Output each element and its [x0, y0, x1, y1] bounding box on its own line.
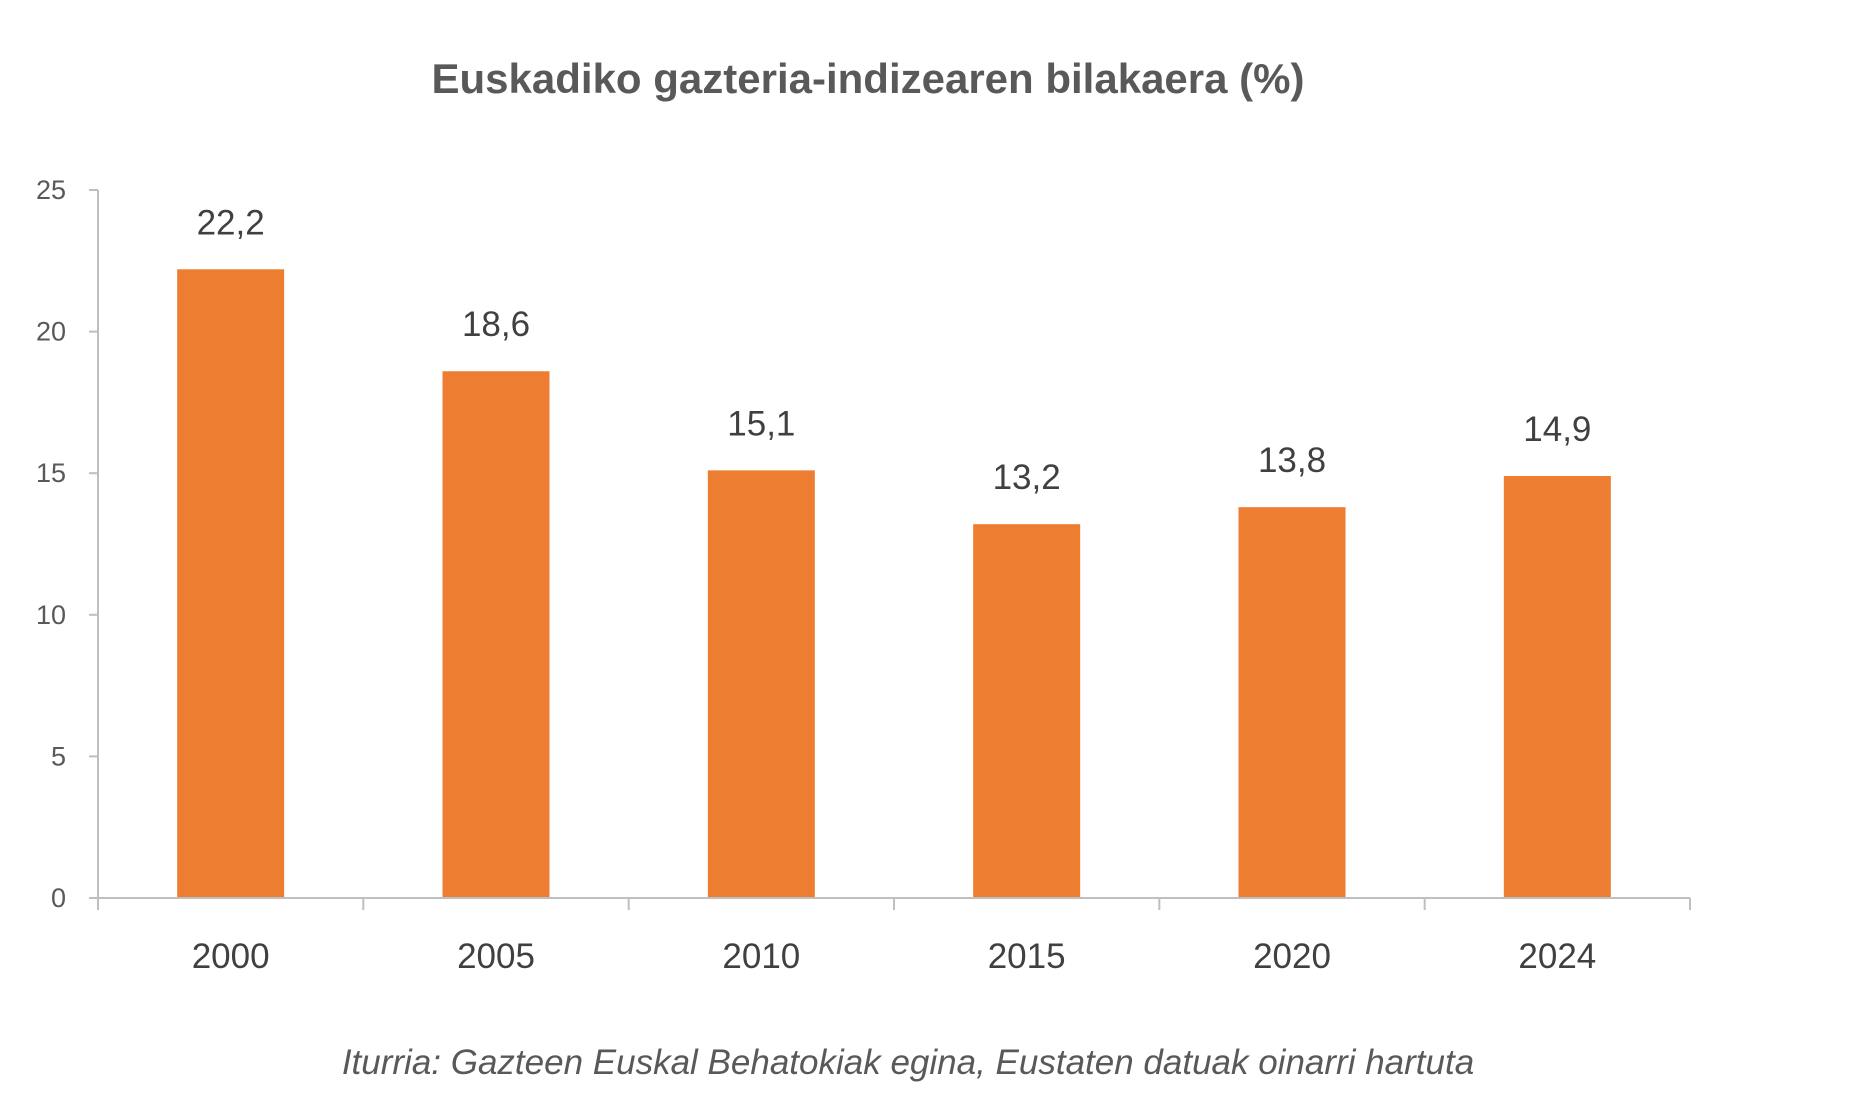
x-tick-label: 2020: [1253, 937, 1331, 976]
data-label-2015: 13,2: [993, 458, 1061, 497]
chart-title: Euskadiko gazteria-indizearen bilakaera …: [432, 55, 1305, 102]
x-tick-label: 2024: [1518, 937, 1596, 976]
y-tick-label: 15: [36, 458, 66, 488]
y-tick-label: 5: [51, 741, 66, 771]
data-label-2024: 14,9: [1523, 410, 1591, 449]
y-tick-label: 25: [36, 175, 66, 205]
x-tick-label: 2000: [192, 937, 270, 976]
x-tick-label: 2010: [722, 937, 800, 976]
y-tick-label: 10: [36, 600, 66, 630]
data-label-2020: 13,8: [1258, 441, 1326, 480]
bar-2015: [973, 524, 1081, 898]
y-tick-label: 20: [36, 317, 66, 347]
y-tick-label: 0: [51, 883, 66, 913]
bar-2005: [442, 371, 550, 898]
x-tick-label: 2015: [988, 937, 1066, 976]
bar-2010: [707, 470, 815, 898]
x-tick-label: 2005: [457, 937, 535, 976]
data-label-2005: 18,6: [462, 305, 530, 344]
source-note: Iturria: Gazteen Euskal Behatokiak egina…: [342, 1043, 1474, 1082]
bar-2000: [177, 269, 285, 898]
bar-2024: [1503, 476, 1611, 898]
data-label-2000: 22,2: [197, 203, 265, 242]
bar-2020: [1238, 507, 1346, 898]
data-label-2010: 15,1: [727, 404, 795, 443]
